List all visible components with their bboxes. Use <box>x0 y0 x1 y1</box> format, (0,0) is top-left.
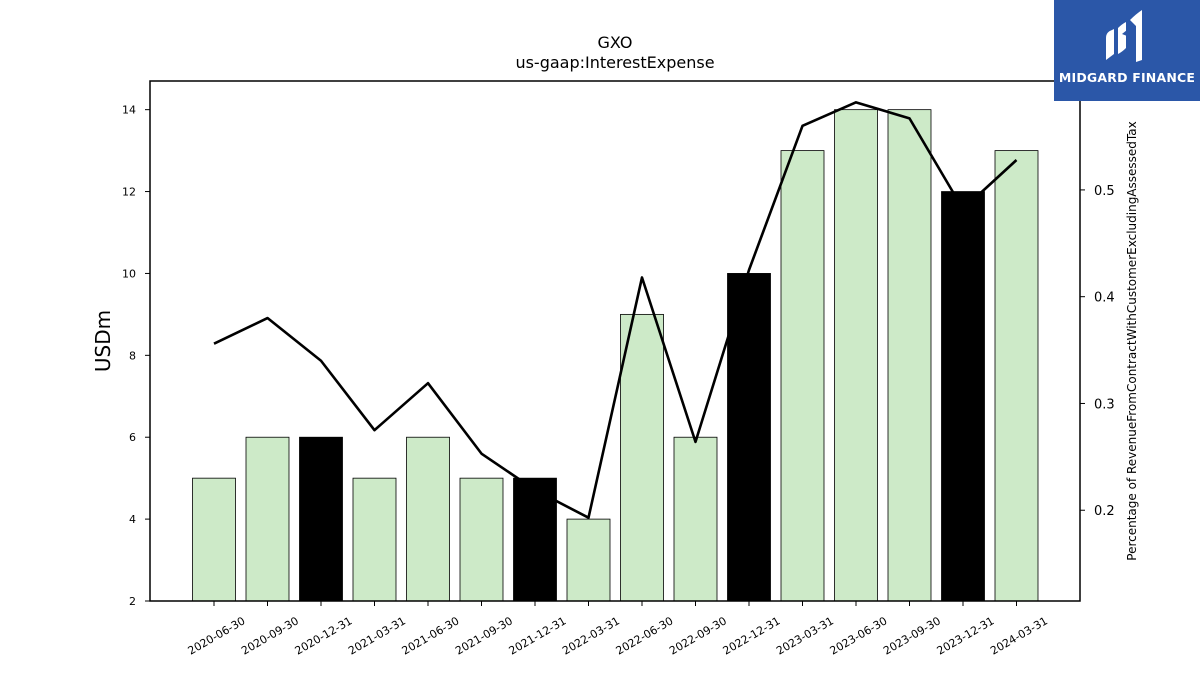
logo-mark-icon <box>1106 10 1142 62</box>
bar-2024-03-31 <box>994 150 1039 602</box>
y-tick-label: 12 <box>122 186 136 199</box>
plot-frame <box>149 80 1081 602</box>
y-tick-label: 4 <box>129 513 136 526</box>
y-axis-label: USDm <box>91 310 115 372</box>
brand-logo: MIDGARD FINANCE <box>1054 0 1200 101</box>
x-tick-label: 2020-09-30 <box>239 614 301 657</box>
x-tick-label: 2022-12-31 <box>721 614 783 657</box>
bar-2023-12-31 <box>941 191 985 602</box>
x-tick-label: 2022-09-30 <box>667 614 729 657</box>
x-tick-label: 2022-06-30 <box>614 614 676 657</box>
x-tick-label: 2023-12-31 <box>935 614 997 657</box>
x-tick-label: 2022-03-31 <box>560 614 622 657</box>
bar-2020-09-30 <box>245 436 290 602</box>
x-tick-label: 2021-03-31 <box>346 614 408 657</box>
bar-2023-03-31 <box>780 150 825 602</box>
line-series-percentage <box>213 101 1018 520</box>
logo-text: MIDGARD FINANCE <box>1058 70 1196 85</box>
x-tick-label: 2020-06-30 <box>186 614 248 657</box>
x-tick-label: 2023-06-30 <box>828 614 890 657</box>
bar-2022-06-30 <box>620 313 664 602</box>
bar-2023-06-30 <box>834 109 878 602</box>
y2-tick-label: 0.5 <box>1094 184 1115 199</box>
x-tick-label: 2023-03-31 <box>774 614 836 657</box>
y2-axis-label: Percentage of RevenueFromContractWithCus… <box>1125 121 1139 560</box>
bar-2021-09-30 <box>459 477 504 602</box>
y-tick-label: 8 <box>129 349 136 362</box>
bar-2022-03-31 <box>566 518 611 602</box>
x-tick-label: 2021-12-31 <box>507 614 569 657</box>
x-tick-label: 2021-09-30 <box>453 614 515 657</box>
bar-2020-06-30 <box>192 477 236 602</box>
bar-2022-09-30 <box>673 436 718 602</box>
y-tick-label: 10 <box>122 267 136 280</box>
bar-2020-12-31 <box>299 436 343 602</box>
x-tick-label: 2021-06-30 <box>400 614 462 657</box>
bar-2021-06-30 <box>406 436 450 602</box>
y2-tick-label: 0.3 <box>1094 397 1115 412</box>
bar-2021-03-31 <box>352 477 397 602</box>
y2-tick-label: 0.2 <box>1094 504 1115 519</box>
x-tick-label: 2023-09-30 <box>881 614 943 657</box>
y-tick-label: 2 <box>129 595 136 608</box>
bar-2022-12-31 <box>727 273 771 602</box>
chart-subtitle: us-gaap:InterestExpense <box>515 53 714 72</box>
y-tick-label: 14 <box>122 104 136 117</box>
chart-title: GXO <box>598 33 633 52</box>
y-tick-label: 6 <box>129 431 136 444</box>
y2-tick-label: 0.4 <box>1094 291 1115 306</box>
bar-2023-09-30 <box>887 109 932 602</box>
x-tick-label: 2020-12-31 <box>293 614 355 657</box>
x-tick-label: 2024-03-31 <box>988 614 1050 657</box>
